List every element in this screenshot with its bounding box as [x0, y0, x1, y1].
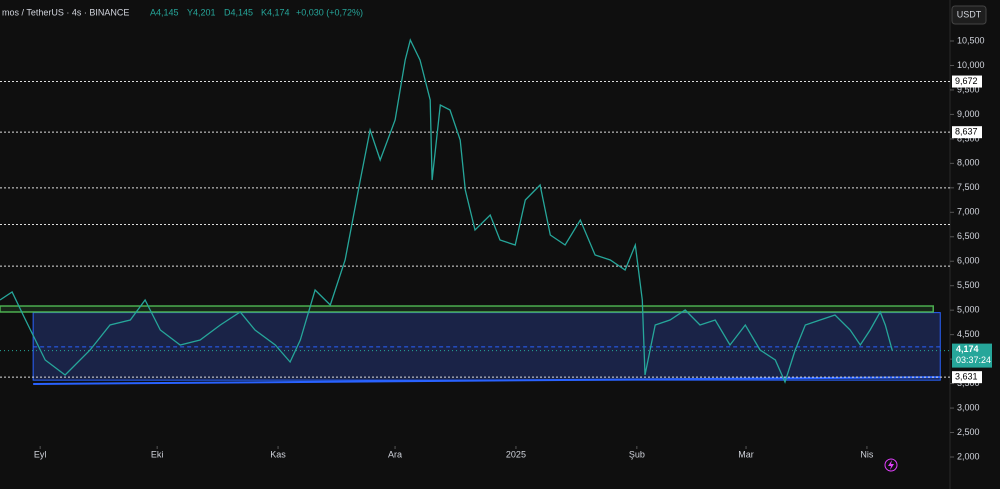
y-tick-label: 6,500 [957, 231, 980, 241]
x-tick-label: 2025 [506, 449, 526, 459]
level-label-box [952, 126, 982, 139]
x-tick-label: Eyl [34, 449, 47, 459]
support-line [33, 376, 941, 385]
y-tick-label: 2,500 [957, 427, 980, 437]
lightning-icon[interactable] [884, 458, 898, 472]
y-tick-label: 9,500 [957, 84, 980, 94]
x-tick-label: Ara [388, 449, 402, 459]
level-label-box [952, 75, 982, 88]
y-tick-label: 4,500 [957, 329, 980, 339]
price-line [0, 38, 893, 384]
level-label: 8,637 [955, 127, 978, 137]
change: +0,030 (+0,72%) [296, 7, 363, 17]
y-tick-label: 8,500 [957, 133, 980, 143]
header: mos / TetherUS · 4s · BINANCE A4,145 Y4,… [2, 7, 363, 17]
ohlc-high: Y4,201 [187, 7, 216, 17]
support-label: 3,631 [955, 372, 978, 382]
resistance-box [0, 305, 934, 313]
y-tick-label: 9,000 [957, 109, 980, 119]
current-price-label: 4,174 [956, 344, 979, 354]
y-tick-label: 8,000 [957, 158, 980, 168]
ohlc-open: A4,145 [150, 7, 179, 17]
countdown: 03:37:24 [956, 355, 991, 365]
y-tick-label: 10,500 [957, 35, 985, 45]
y-tick-label: 7,500 [957, 182, 980, 192]
x-tick-label: Nis [860, 449, 873, 459]
currency[interactable]: USDT [957, 9, 982, 19]
y-tick-label: 2,000 [957, 451, 980, 461]
current-price-box [952, 343, 992, 368]
support-label-box [952, 371, 982, 384]
y-tick-label: 7,000 [957, 207, 980, 217]
y-tick-label: 5,500 [957, 280, 980, 290]
x-tick-label: Eki [151, 449, 164, 459]
lightning-glyph [888, 460, 894, 470]
x-tick-label: Mar [738, 449, 754, 459]
x-tick-label: Kas [270, 449, 286, 459]
level-label: 9,672 [955, 76, 978, 86]
y-tick-label: 6,000 [957, 256, 980, 266]
y-tick-label: 10,000 [957, 60, 985, 70]
currency-button[interactable] [951, 5, 987, 25]
y-tick-label: 3,000 [957, 402, 980, 412]
ohlc-low: D4,145 [224, 7, 253, 17]
ohlc-close: K4,174 [261, 7, 290, 17]
x-tick-label: Şub [629, 449, 645, 459]
y-tick-label: 5,000 [957, 305, 980, 315]
symbol: mos / TetherUS · 4s · BINANCE [2, 7, 129, 17]
